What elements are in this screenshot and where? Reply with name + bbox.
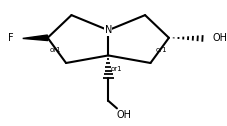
Text: or1: or1 — [155, 47, 167, 53]
Text: OH: OH — [116, 110, 131, 120]
Text: or1: or1 — [49, 47, 61, 53]
Text: F: F — [8, 33, 14, 43]
Text: OH: OH — [211, 33, 226, 43]
Text: N: N — [104, 25, 111, 35]
Text: or1: or1 — [110, 66, 121, 72]
Polygon shape — [23, 35, 48, 41]
